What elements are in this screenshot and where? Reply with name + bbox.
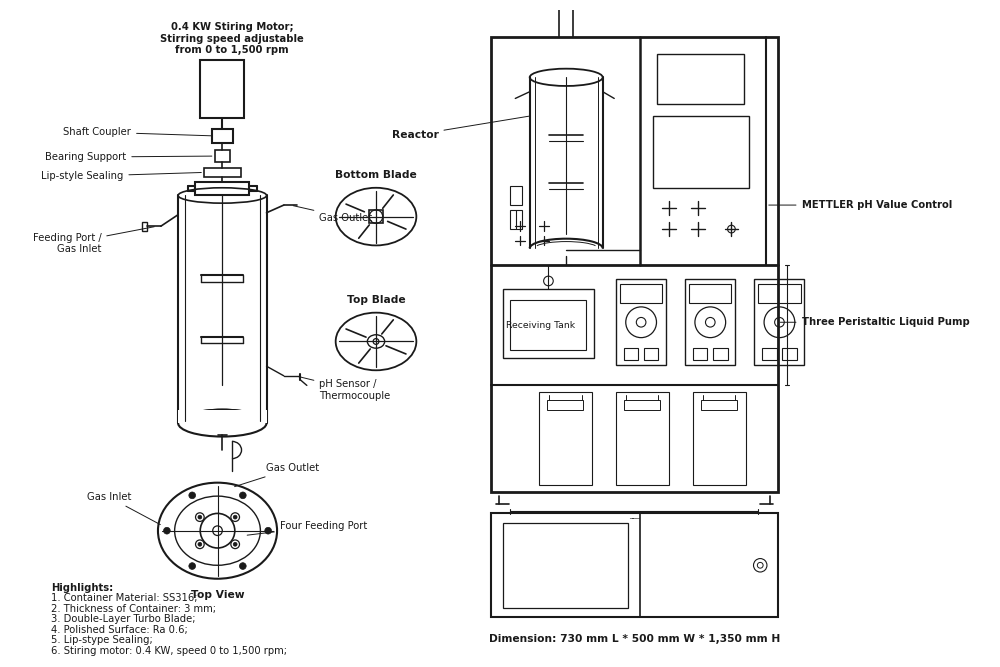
Bar	[547, 400, 583, 410]
Bar	[689, 284, 731, 303]
Bar	[616, 392, 669, 485]
Bar	[693, 392, 746, 485]
Circle shape	[373, 339, 379, 344]
Circle shape	[239, 492, 246, 499]
Bar	[685, 279, 735, 366]
Bar	[620, 284, 662, 303]
Circle shape	[196, 540, 204, 549]
Circle shape	[189, 492, 196, 499]
Bar	[503, 289, 594, 358]
Circle shape	[233, 542, 237, 546]
Bar	[657, 54, 744, 104]
Bar	[624, 400, 660, 410]
Text: Bottom Blade: Bottom Blade	[335, 170, 417, 180]
Circle shape	[196, 513, 204, 522]
Bar	[491, 514, 778, 617]
Text: Bearing Support: Bearing Support	[45, 152, 212, 162]
Bar	[510, 210, 522, 229]
Text: Top View: Top View	[191, 590, 244, 600]
Circle shape	[231, 513, 239, 522]
Bar	[754, 279, 804, 366]
Text: Top Blade: Top Blade	[347, 295, 405, 305]
Bar	[195, 182, 249, 195]
Bar	[762, 348, 777, 360]
Text: Gas Outlet: Gas Outlet	[235, 464, 319, 487]
Text: Reactor: Reactor	[392, 116, 529, 140]
Text: Gas Outlet: Gas Outlet	[293, 205, 372, 223]
Circle shape	[164, 528, 170, 534]
Text: 2. Thickness of Container: 3 mm;: 2. Thickness of Container: 3 mm;	[51, 604, 216, 614]
Text: METTLER pH Value Control: METTLER pH Value Control	[769, 200, 952, 210]
Bar	[653, 116, 749, 188]
Bar	[510, 186, 522, 205]
Text: 6. Stiring motor: 0.4 KW, speed 0 to 1,500 rpm;: 6. Stiring motor: 0.4 KW, speed 0 to 1,5…	[51, 646, 287, 656]
Bar	[204, 167, 241, 177]
Text: 3. Double-Layer Turbo Blade;: 3. Double-Layer Turbo Blade;	[51, 614, 196, 624]
Circle shape	[198, 515, 202, 519]
Bar	[369, 210, 383, 223]
Text: Three Peristaltic Liquid Pump: Three Peristaltic Liquid Pump	[780, 317, 969, 327]
Circle shape	[233, 515, 237, 519]
Bar	[701, 400, 737, 410]
Bar	[644, 348, 658, 360]
Bar	[758, 284, 801, 303]
Bar	[142, 222, 147, 231]
Bar	[539, 392, 592, 485]
Bar	[616, 279, 666, 366]
Text: Feeding Port /
Gas Inlet: Feeding Port / Gas Inlet	[33, 227, 154, 254]
Bar	[200, 60, 244, 117]
Text: Gas Inlet: Gas Inlet	[87, 492, 160, 524]
Text: Four Feeding Port: Four Feeding Port	[247, 521, 367, 535]
Circle shape	[231, 540, 239, 549]
Text: 0.4 KW Stiring Motor;
Stirring speed adjustable
from 0 to 1,500 rpm: 0.4 KW Stiring Motor; Stirring speed adj…	[160, 22, 304, 55]
Bar	[178, 410, 267, 423]
Bar	[510, 300, 586, 350]
Bar	[212, 129, 233, 143]
Bar	[782, 348, 797, 360]
Text: 4. Polished Surface: Ra 0.6;: 4. Polished Surface: Ra 0.6;	[51, 625, 188, 635]
Circle shape	[239, 563, 246, 570]
Text: Receiving Tank: Receiving Tank	[506, 321, 575, 329]
Text: ___: ___	[629, 514, 640, 520]
Bar	[713, 348, 728, 360]
Circle shape	[198, 542, 202, 546]
Bar	[491, 37, 778, 492]
Bar	[215, 150, 230, 162]
Text: Lip-style Sealing: Lip-style Sealing	[41, 171, 201, 181]
Circle shape	[265, 528, 271, 534]
Text: 1. Container Material: SS316;: 1. Container Material: SS316;	[51, 593, 198, 603]
Bar	[503, 523, 628, 608]
Text: Dimension: 730 mm L * 500 mm W * 1,350 mm H: Dimension: 730 mm L * 500 mm W * 1,350 m…	[489, 634, 780, 644]
Text: Shaft Coupler: Shaft Coupler	[63, 127, 212, 137]
Text: pH Sensor /
Thermocouple: pH Sensor / Thermocouple	[298, 376, 391, 401]
Text: 5. Lip-stype Sealing;: 5. Lip-stype Sealing;	[51, 636, 153, 646]
Bar	[693, 348, 707, 360]
Bar	[624, 348, 638, 360]
Text: Highlights:: Highlights:	[51, 582, 114, 592]
Circle shape	[189, 563, 196, 570]
